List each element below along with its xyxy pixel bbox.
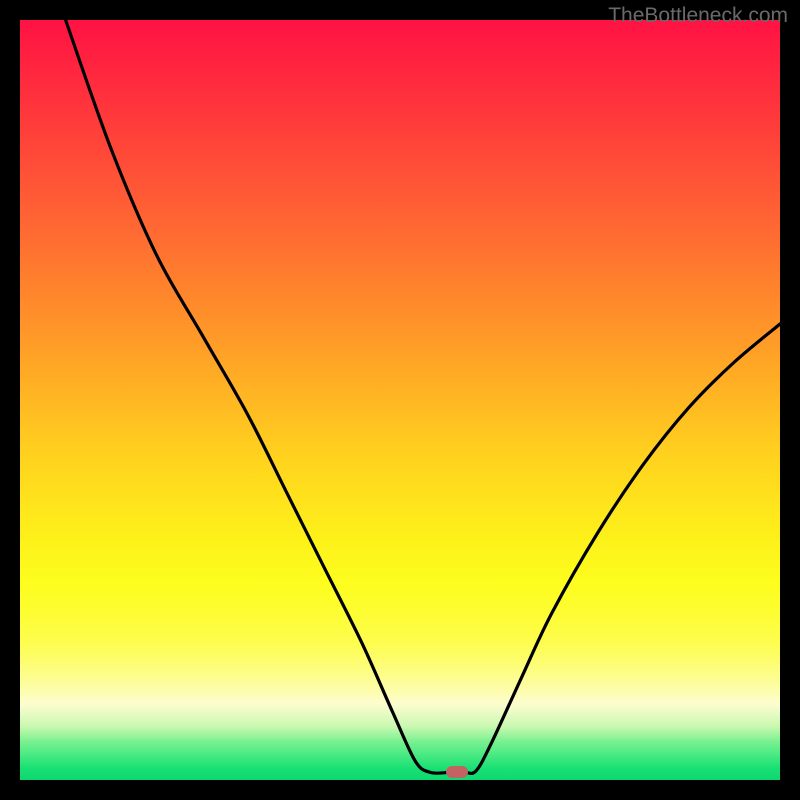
watermark-text: TheBottleneck.com bbox=[608, 4, 788, 28]
optimum-marker bbox=[446, 766, 469, 778]
chart-plot-area bbox=[20, 20, 780, 780]
bottleneck-curve bbox=[20, 20, 780, 780]
